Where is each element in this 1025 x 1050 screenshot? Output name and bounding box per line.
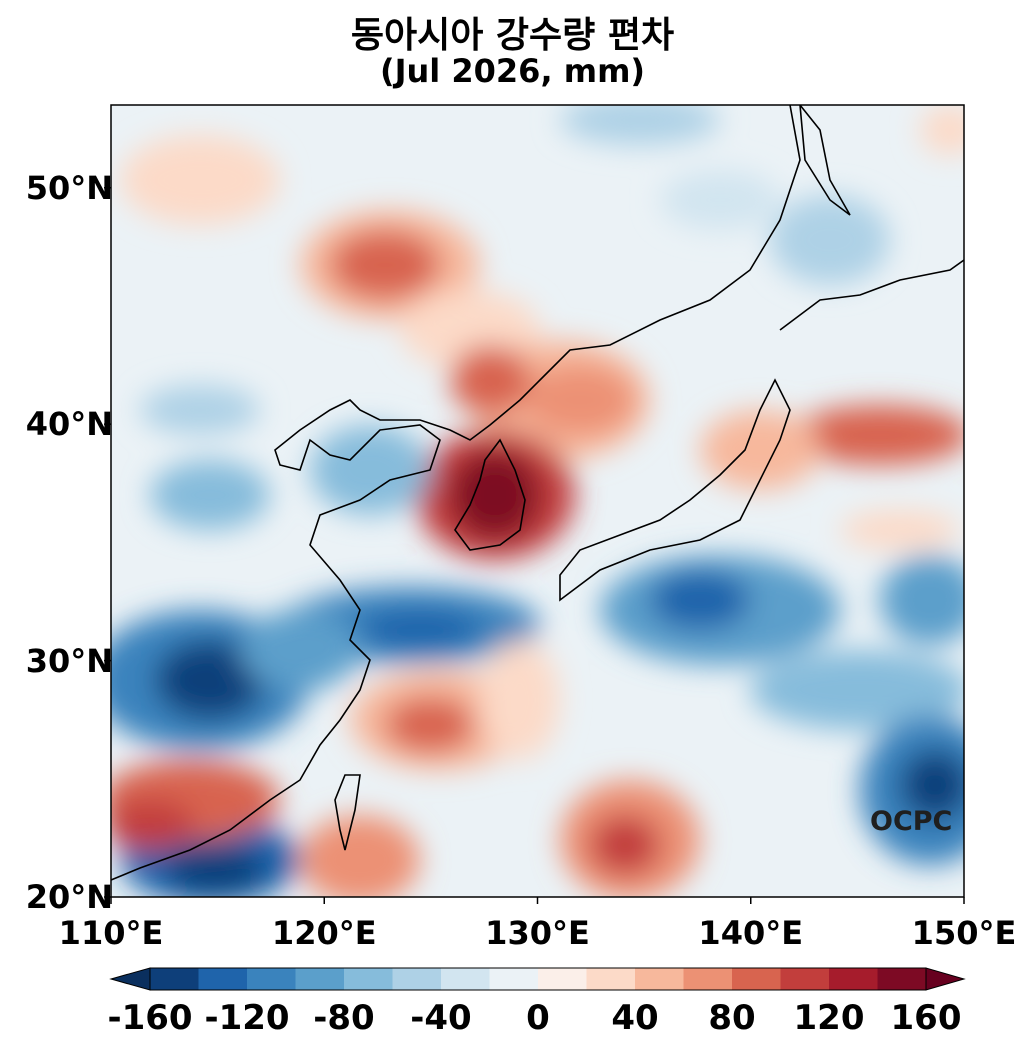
lat-tick-label: 20°N	[25, 878, 113, 916]
lon-tick-label: 130°E	[485, 914, 590, 952]
colorbar-segment	[198, 968, 248, 990]
colorbar-segment	[247, 968, 296, 990]
colorbar-frame	[149, 967, 927, 991]
lon-tick-label: 110°E	[58, 914, 164, 952]
colorbar-segment	[732, 968, 781, 990]
colorbar-segment	[489, 968, 539, 990]
map-title: 동아시아 강수량 편차	[350, 15, 675, 56]
lat-tick-label: 50°N	[25, 168, 113, 207]
colorbar-segment	[586, 968, 636, 990]
colorbar-segment	[829, 968, 878, 990]
lon-tick-label: 150°E	[911, 914, 1017, 952]
colorbar-under-arrow	[109, 967, 151, 991]
colorbar-over-arrow	[925, 967, 966, 991]
colorbar-tick-label: 80	[708, 998, 756, 1038]
anomaly-field	[111, 105, 964, 897]
colorbar-segment	[538, 968, 587, 990]
lat-tick-label: 40°N	[25, 405, 113, 444]
coastline	[111, 105, 964, 881]
colorbar-tick-label: -80	[313, 998, 375, 1038]
map-subtitle: (Jul 2026, mm)	[379, 52, 646, 90]
colorbar-segment	[392, 968, 442, 990]
colorbar-tick-label: 120	[793, 998, 865, 1038]
lat-tick-label: 30°N	[25, 641, 113, 680]
colorbar	[109, 967, 966, 991]
lon-tick-label: 140°E	[698, 914, 804, 952]
colorbar-tick-label: -120	[204, 998, 290, 1038]
colorbar-segment	[683, 968, 733, 990]
colorbar-segment	[150, 968, 199, 990]
colorbar-tick-label: -40	[410, 998, 472, 1038]
colorbar-tick-label: -160	[107, 998, 193, 1038]
colorbar-segment	[441, 968, 490, 990]
colorbar-segment	[344, 968, 393, 990]
axis-ticks	[104, 186, 965, 904]
colorbar-segment	[780, 968, 830, 990]
colorbar-tick-label: 160	[890, 998, 962, 1038]
colorbar-tick-label: 0	[526, 998, 550, 1038]
colorbar-tick-label: 40	[611, 998, 659, 1038]
ocpc-credit: OCPC	[870, 806, 953, 837]
colorbar-segment	[635, 968, 684, 990]
colorbar-segment	[877, 968, 927, 990]
colorbar-segment	[295, 968, 345, 990]
lon-tick-label: 120°E	[271, 914, 377, 952]
